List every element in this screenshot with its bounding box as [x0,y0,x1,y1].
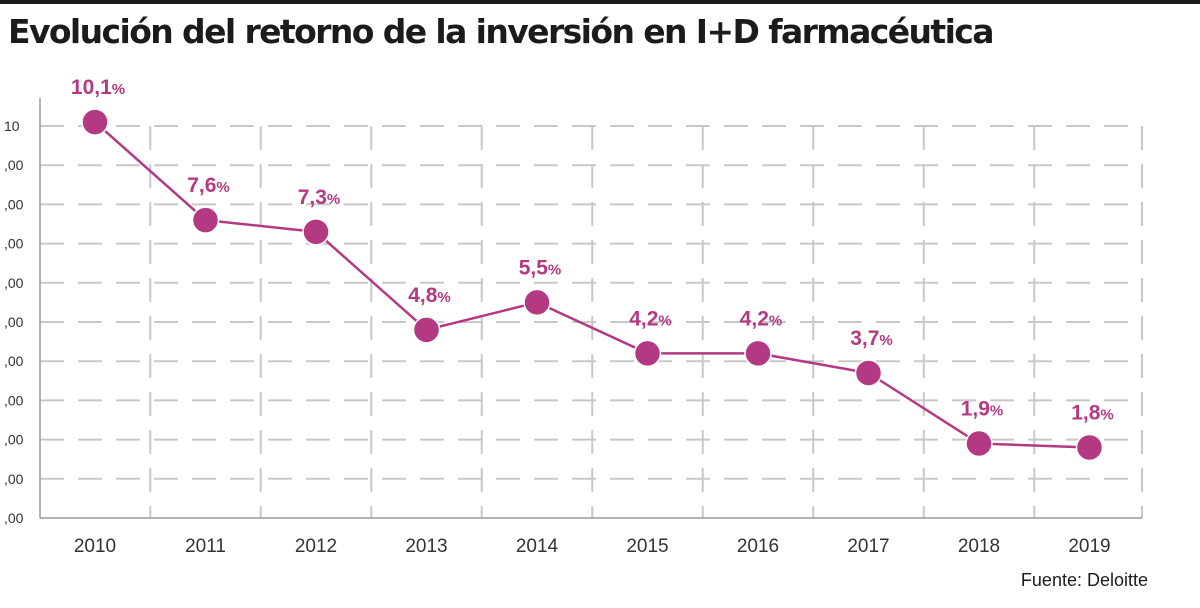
x-tick-label: 2011 [185,536,226,557]
data-label: 10,1% [71,76,125,99]
x-tick-label: 2014 [516,536,559,557]
data-label: 3,7% [850,327,893,350]
data-label: 1,8% [1071,401,1114,424]
x-tick-label: 2015 [626,536,668,557]
x-tick-label: 2013 [405,536,447,557]
y-tick-label: ,00 [4,510,24,526]
source-note: Fuente: Deloitte [1020,570,1148,590]
axes [39,98,1142,519]
chart-title: Evolución del retorno de la inversión en… [8,12,995,51]
x-tick-label: 2010 [74,536,116,557]
y-tick-label: ,00 [4,471,24,487]
x-tick-label: 2019 [1068,536,1110,557]
data-point [1075,433,1104,462]
data-label: 4,2% [740,307,783,330]
top-rule [0,0,1200,4]
y-tick-label: ,00 [4,353,24,369]
data-point [523,288,551,317]
y-tick-label: ,00 [4,432,24,448]
x-tick-label: 2012 [295,536,337,557]
data-point [854,359,883,387]
x-tick-label: 2018 [958,536,1000,557]
data-point [412,316,441,344]
y-tick-label: ,00 [4,314,24,330]
y-tick-label: ,00 [4,157,24,173]
data-label: 4,8% [408,284,451,307]
y-tick-label: ,00 [4,196,24,212]
data-label: 1,9% [961,398,1004,421]
grid-lines [40,125,1143,518]
data-label: 4,2% [629,307,672,330]
data-point [302,218,330,246]
y-tick-label: ,00 [4,392,24,408]
data-label: 5,5% [519,256,562,279]
y-tick-label: ,00 [4,236,24,252]
data-point [633,339,662,368]
data-labels: 10,1% 7,6% 7,3% 4,8% 5,5% 4,2% 4,2% 3,7% 1,9% 1,8… [71,76,1114,424]
x-tick-label: 2016 [737,536,779,557]
y-tick-label: 10 [4,118,20,134]
series-line [94,121,1090,449]
data-label: 7,3% [298,186,341,209]
data-point [81,108,109,136]
y-tick-labels: 10 ,00 ,00 ,00 ,00 ,00 ,00 ,00 ,00 ,00 ,00 [4,118,24,526]
data-point [191,206,220,234]
data-point [965,429,993,458]
y-tick-label: ,00 [4,275,24,291]
data-series [81,108,1104,462]
data-label: 7,6% [187,174,230,197]
x-tick-label: 2017 [847,536,889,557]
data-point [744,339,772,368]
x-tick-labels: 2010 2011 2012 2013 2014 2015 2016 2017 2018 2019 [74,536,1111,557]
